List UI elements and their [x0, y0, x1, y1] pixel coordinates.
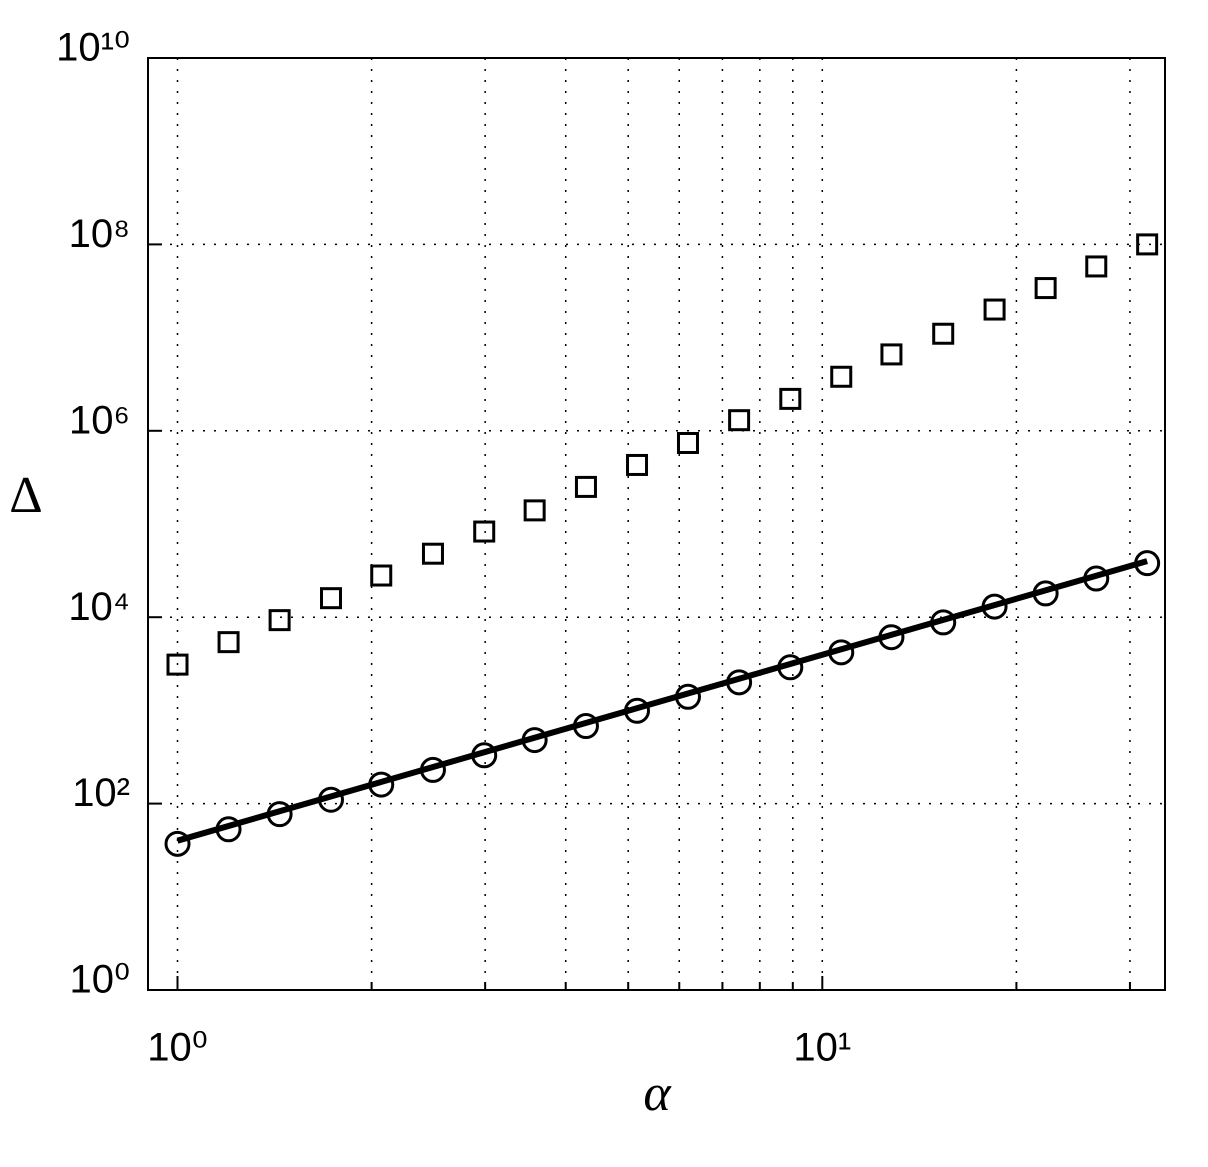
square-marker: [880, 343, 903, 366]
plot-frame: [147, 57, 1166, 991]
y-tick-label: 10⁸: [69, 212, 130, 256]
square-marker: [421, 542, 444, 565]
square-marker: [473, 520, 496, 543]
square-marker: [574, 475, 597, 498]
y-tick-label: 10⁶: [69, 398, 130, 442]
square-marker: [676, 431, 699, 454]
square-marker: [319, 587, 342, 610]
square-marker: [1136, 233, 1159, 256]
y-tick-label: 10⁰: [69, 958, 130, 1002]
square-marker: [932, 322, 955, 345]
square-marker: [728, 409, 751, 432]
y-tick-label: 10⁴: [68, 585, 130, 629]
x-tick-label: 10¹: [793, 1026, 851, 1070]
y-axis-label: Δ: [9, 467, 42, 524]
x-axis-label: α: [643, 1065, 672, 1122]
y-tick-label: 10¹⁰: [56, 26, 130, 70]
square-marker: [779, 387, 802, 410]
square-marker: [166, 653, 189, 676]
fit-line: [176, 558, 1148, 844]
square-marker: [523, 499, 546, 522]
square-marker: [1034, 277, 1057, 300]
square-marker: [370, 564, 393, 587]
square-marker: [830, 365, 853, 388]
circle-marker: [164, 830, 191, 857]
square-marker: [1085, 255, 1108, 278]
square-marker: [268, 609, 291, 632]
square-marker: [626, 453, 649, 476]
square-marker: [217, 631, 240, 654]
y-tick-label: 10²: [72, 771, 130, 815]
x-tick-label: 10⁰: [147, 1026, 208, 1070]
square-marker: [983, 298, 1006, 321]
